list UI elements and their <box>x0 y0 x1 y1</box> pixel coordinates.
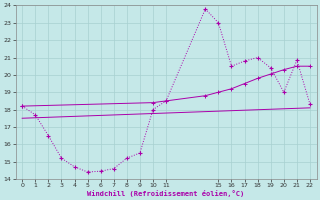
X-axis label: Windchill (Refroidissement éolien,°C): Windchill (Refroidissement éolien,°C) <box>87 190 245 197</box>
